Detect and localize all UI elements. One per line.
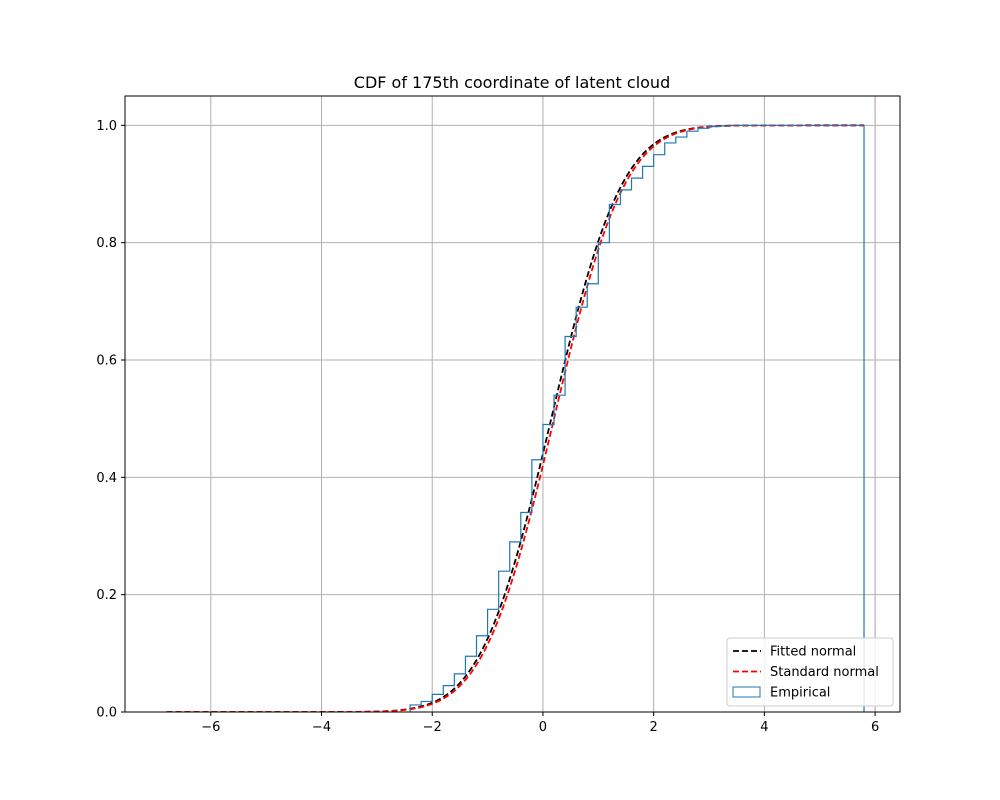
x-tick-label: 6 [871,720,879,735]
x-tick-label: 0 [539,720,547,735]
legend-box [726,637,894,707]
x-tick-label: −2 [423,720,442,735]
empirical-step-line [409,124,865,712]
y-tick-label: 0.8 [96,236,117,251]
legend: Fitted normal Standard normal Empirical [726,637,894,707]
chart-title: CDF of 175th coordinate of latent cloud [354,73,670,92]
y-tick-label: 0.4 [96,471,117,486]
y-tick-label: 0.0 [96,706,117,721]
legend-label: Standard normal [770,665,879,680]
legend-swatch [732,686,761,698]
y-tick-label: 1.0 [96,119,117,134]
axis-ticks: −6 −4 −2 0 2 4 6 0.0 0.2 0.4 0.6 0.8 1.0 [96,119,879,735]
legend-label: Fitted normal [770,645,856,660]
legend-label: Empirical [770,686,830,701]
y-tick-label: 0.2 [96,588,117,603]
x-tick-label: −4 [312,720,331,735]
axes-frame [124,95,901,713]
y-tick-label: 0.6 [96,354,117,369]
x-tick-label: 4 [760,720,768,735]
x-tick-label: 2 [650,720,658,735]
plot-area [166,96,876,712]
x-tick-label: −6 [201,720,220,735]
